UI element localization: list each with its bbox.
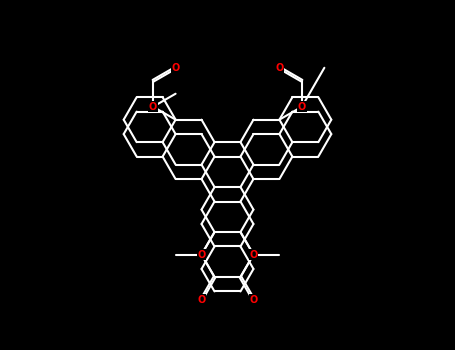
Text: O: O <box>149 102 157 112</box>
Text: O: O <box>172 63 180 73</box>
Text: O: O <box>249 294 258 304</box>
Text: O: O <box>197 294 206 304</box>
Text: O: O <box>298 102 306 112</box>
Text: O: O <box>275 63 283 73</box>
Text: O: O <box>197 250 206 260</box>
Text: O: O <box>249 250 258 260</box>
